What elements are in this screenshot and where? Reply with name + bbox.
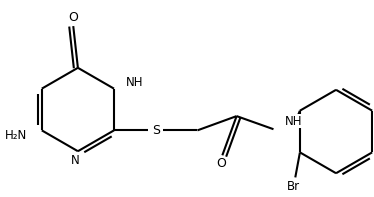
Text: H₂N: H₂N	[4, 128, 27, 141]
Text: N: N	[71, 154, 80, 167]
Text: O: O	[68, 11, 78, 24]
Text: NH: NH	[285, 115, 303, 128]
Text: Br: Br	[286, 180, 300, 193]
Text: NH: NH	[126, 76, 143, 89]
Text: S: S	[152, 124, 160, 137]
Text: O: O	[216, 157, 226, 170]
